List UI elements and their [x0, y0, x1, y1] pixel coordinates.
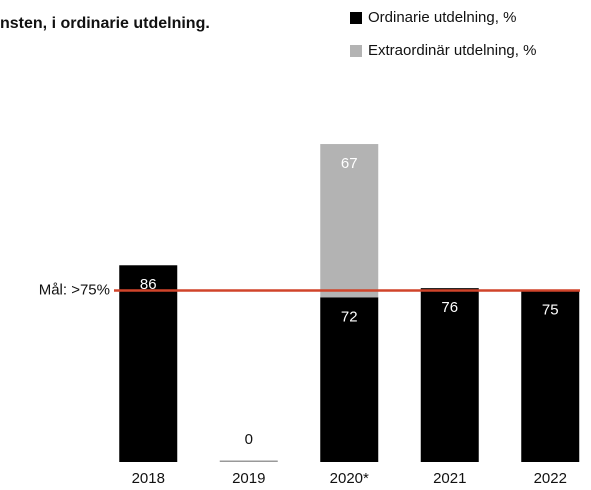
bar — [521, 290, 580, 462]
value-label: 0 — [245, 431, 253, 448]
x-tick-label: 2022 — [534, 470, 567, 487]
value-label: 72 — [341, 308, 358, 325]
x-tick-label: 2021 — [433, 470, 466, 487]
value-label: 75 — [542, 301, 559, 318]
bar — [320, 297, 379, 462]
value-label: 67 — [341, 155, 358, 172]
legend-label: Ordinarie utdelning, % — [368, 9, 516, 26]
bar — [219, 460, 278, 462]
x-tick-label: 2018 — [132, 470, 165, 487]
bar — [320, 144, 379, 298]
legend-swatch — [350, 45, 362, 57]
bar — [420, 288, 479, 462]
chart-title: nsten, i ordinarie utdelning. — [0, 15, 210, 32]
legend-label: Extraordinär utdelning, % — [368, 42, 536, 59]
x-tick-label: 2020* — [330, 470, 369, 487]
x-tick-label: 2019 — [232, 470, 265, 487]
value-label: 76 — [441, 299, 458, 316]
target-label: Mål: >75% — [39, 281, 110, 298]
value-label: 86 — [140, 276, 157, 293]
bar — [119, 265, 178, 462]
legend-swatch — [350, 12, 362, 24]
